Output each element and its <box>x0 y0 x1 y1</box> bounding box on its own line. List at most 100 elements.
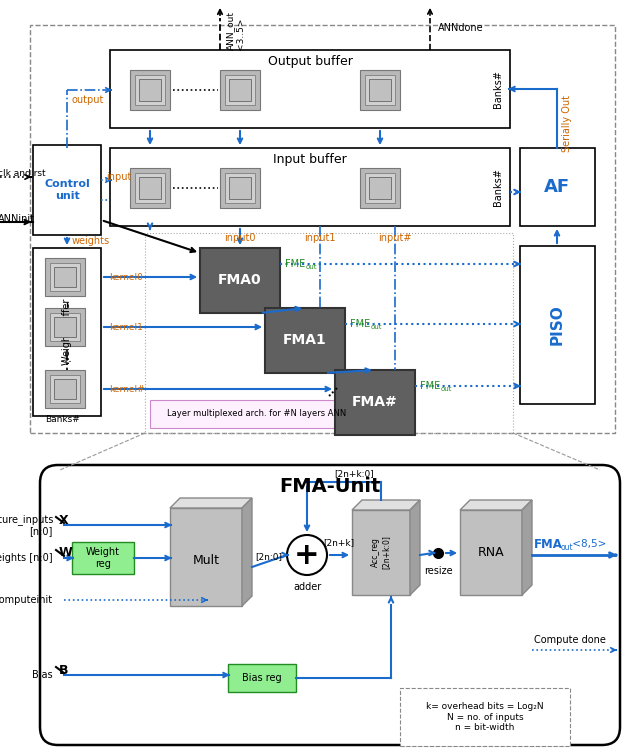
Text: ANNdone: ANNdone <box>438 23 484 33</box>
Bar <box>130 168 170 208</box>
Bar <box>220 70 260 110</box>
Polygon shape <box>352 500 420 510</box>
Bar <box>400 688 570 746</box>
Bar <box>520 148 595 226</box>
Bar <box>200 248 280 313</box>
Text: out: out <box>561 543 573 551</box>
Text: Weight
reg: Weight reg <box>86 547 120 569</box>
Bar <box>110 50 510 128</box>
Text: out: out <box>371 324 383 330</box>
Bar <box>145 233 513 433</box>
Bar <box>54 317 76 337</box>
Text: Banks#: Banks# <box>493 70 503 108</box>
Text: +: + <box>294 541 320 569</box>
Text: FME: FME <box>420 381 440 391</box>
Text: [2n+k:0]: [2n+k:0] <box>334 470 374 479</box>
Text: Acc_reg
[2n+k:0]: Acc_reg [2n+k:0] <box>371 535 390 569</box>
Bar <box>352 510 410 595</box>
Text: B: B <box>59 664 68 676</box>
Bar <box>360 168 400 208</box>
Text: input#: input# <box>378 233 412 243</box>
Text: FMA#: FMA# <box>352 395 398 409</box>
Polygon shape <box>522 500 532 595</box>
Bar <box>225 173 255 203</box>
Text: input1: input1 <box>304 233 336 243</box>
Text: Layer multiplexed arch. for #N layers ANN: Layer multiplexed arch. for #N layers AN… <box>168 409 347 418</box>
Text: Weights [n:0]: Weights [n:0] <box>0 553 53 563</box>
Text: Serially Out: Serially Out <box>562 94 572 152</box>
Text: <8,5>: <8,5> <box>569 539 606 549</box>
Bar <box>139 79 161 101</box>
Text: RNA: RNA <box>477 546 504 559</box>
Text: FMA0: FMA0 <box>218 273 262 287</box>
Text: FME: FME <box>350 319 371 329</box>
Bar <box>365 173 395 203</box>
Text: kernel0: kernel0 <box>109 273 143 282</box>
Bar <box>33 248 101 416</box>
Bar <box>135 173 165 203</box>
Bar <box>45 258 85 296</box>
Text: [2n:0]: [2n:0] <box>255 553 282 562</box>
Bar <box>228 664 296 692</box>
Text: Banks#: Banks# <box>493 168 503 206</box>
Bar <box>50 263 80 291</box>
Text: ...: ... <box>318 376 342 400</box>
Text: ANNinit: ANNinit <box>0 214 35 224</box>
Text: [2n+k]: [2n+k] <box>323 538 355 547</box>
Text: PISO: PISO <box>550 304 564 345</box>
FancyBboxPatch shape <box>40 465 620 745</box>
Bar <box>335 370 415 435</box>
Bar <box>170 508 242 606</box>
Text: X: X <box>59 513 68 526</box>
Bar <box>229 177 251 199</box>
Text: AF: AF <box>544 178 570 196</box>
Text: ...: ... <box>61 352 73 365</box>
Text: FMA1: FMA1 <box>283 333 327 347</box>
Polygon shape <box>170 498 252 508</box>
Text: clk and rst: clk and rst <box>0 170 45 178</box>
Bar <box>520 246 595 404</box>
Text: FMA: FMA <box>534 538 563 550</box>
Text: Mult: Mult <box>193 553 220 566</box>
Bar <box>135 75 165 105</box>
Text: Bias: Bias <box>33 670 53 680</box>
Text: Bias reg: Bias reg <box>242 673 282 683</box>
Bar <box>72 542 134 574</box>
Bar <box>54 267 76 287</box>
Bar <box>45 370 85 408</box>
Text: output: output <box>72 95 104 105</box>
Bar <box>220 168 260 208</box>
Polygon shape <box>410 500 420 595</box>
Polygon shape <box>460 500 532 510</box>
Bar <box>54 379 76 399</box>
Bar <box>110 148 510 226</box>
Bar <box>45 308 85 346</box>
Bar <box>33 145 101 235</box>
Bar <box>30 25 615 433</box>
Bar <box>265 308 345 373</box>
Text: k= overhead bits = Log₂N
N = no. of inputs
n = bit-width: k= overhead bits = Log₂N N = no. of inpu… <box>426 702 544 732</box>
Text: kernel1: kernel1 <box>109 322 143 331</box>
Text: Feature_inputs
[n:0]: Feature_inputs [n:0] <box>0 513 53 536</box>
Text: Weight buffer: Weight buffer <box>62 299 72 365</box>
Text: resize: resize <box>424 566 452 576</box>
Bar <box>229 79 251 101</box>
Bar <box>225 75 255 105</box>
Text: FME: FME <box>285 259 305 269</box>
Polygon shape <box>242 498 252 606</box>
Text: Output buffer: Output buffer <box>268 54 353 67</box>
Bar <box>460 510 522 595</box>
Text: input0: input0 <box>224 233 256 243</box>
Text: ANN_out
<3..5>: ANN_out <3..5> <box>226 11 245 50</box>
Text: out: out <box>306 264 317 270</box>
Text: weights: weights <box>72 236 110 246</box>
Text: kernel#: kernel# <box>109 384 145 393</box>
Bar <box>130 70 170 110</box>
Bar <box>139 177 161 199</box>
Bar <box>365 75 395 105</box>
Text: adder: adder <box>293 582 321 592</box>
Bar <box>369 177 391 199</box>
Text: Computeinit: Computeinit <box>0 595 53 605</box>
Text: W: W <box>59 547 73 559</box>
Bar <box>369 79 391 101</box>
